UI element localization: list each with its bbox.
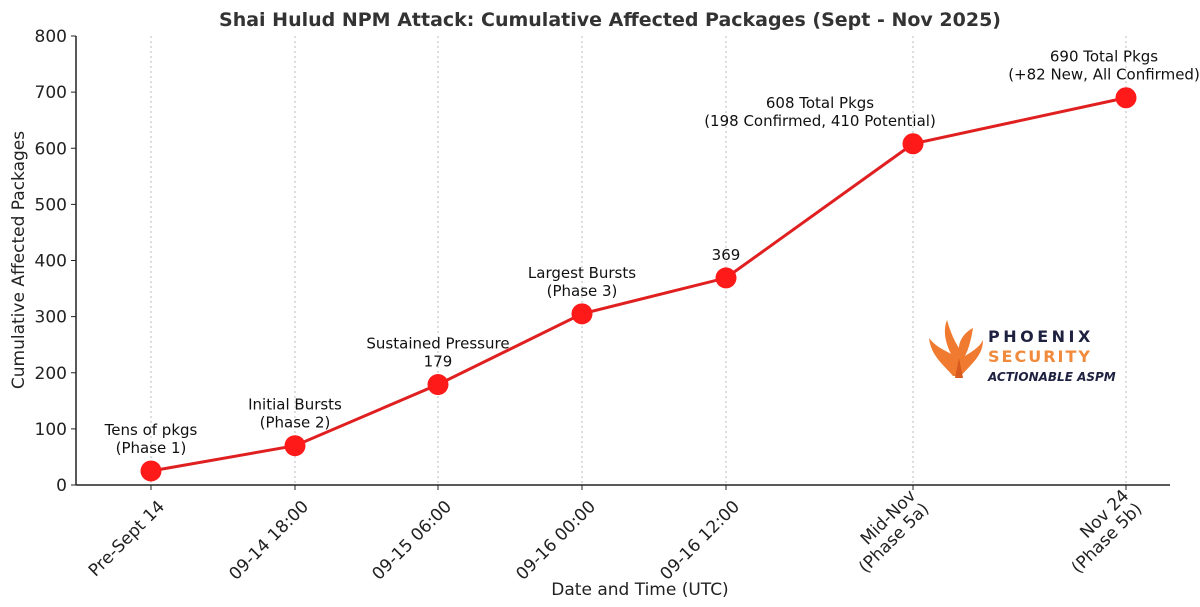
logo-line1: PHOENIX: [988, 327, 1094, 346]
x-tick-label: Pre-Sept 14: [85, 497, 169, 581]
y-axis-label: Cumulative Affected Packages: [9, 131, 29, 389]
y-tick-label: 200: [35, 364, 67, 384]
phoenix-bird-icon: [929, 320, 983, 378]
y-tick-label: 800: [35, 27, 67, 47]
x-tick-label: 09-14 18:00: [225, 497, 313, 585]
data-point: [1115, 87, 1137, 109]
data-annotation: 690 Total Pkgs (+82 New, All Confirmed): [1008, 48, 1200, 84]
data-annotation: Largest Bursts (Phase 3): [528, 264, 636, 300]
y-tick-label: 500: [35, 195, 67, 215]
data-point: [140, 460, 162, 482]
y-tick-label: 300: [35, 308, 67, 328]
data-annotation: 608 Total Pkgs (198 Confirmed, 410 Potent…: [704, 94, 936, 130]
phoenix-security-logo: PHOENIX SECURITY ACTIONABLE ASPM: [929, 320, 1116, 384]
x-tick-label: 09-16 00:00: [512, 497, 600, 585]
x-tick-label: 09-15 06:00: [368, 497, 456, 585]
data-point: [571, 303, 593, 325]
data-point: [902, 133, 924, 155]
logo-line3: ACTIONABLE ASPM: [987, 370, 1116, 384]
data-point: [715, 267, 737, 289]
data-point: [284, 435, 306, 457]
data-point: [427, 374, 449, 396]
chart-title: Shai Hulud NPM Attack: Cumulative Affect…: [219, 9, 1001, 31]
y-tick-label: 0: [56, 476, 67, 496]
x-tick-label: Mid-Nov(Phase 5a): [842, 486, 933, 577]
y-tick-label: 600: [35, 139, 67, 159]
x-tick-label: Nov 24(Phase 5b): [1055, 486, 1147, 578]
x-axis-label: Date and Time (UTC): [551, 580, 728, 600]
logo-line2: SECURITY: [988, 347, 1092, 366]
data-annotation: Tens of pkgs (Phase 1): [104, 421, 198, 457]
x-tick-label: 09-16 12:00: [656, 497, 744, 585]
data-annotation: Initial Bursts (Phase 2): [248, 396, 342, 432]
y-tick-label: 400: [35, 252, 67, 272]
y-tick-label: 100: [35, 420, 67, 440]
data-annotation: 369: [712, 246, 741, 264]
y-tick-label: 700: [35, 83, 67, 103]
data-annotation: Sustained Pressure 179: [366, 335, 509, 371]
